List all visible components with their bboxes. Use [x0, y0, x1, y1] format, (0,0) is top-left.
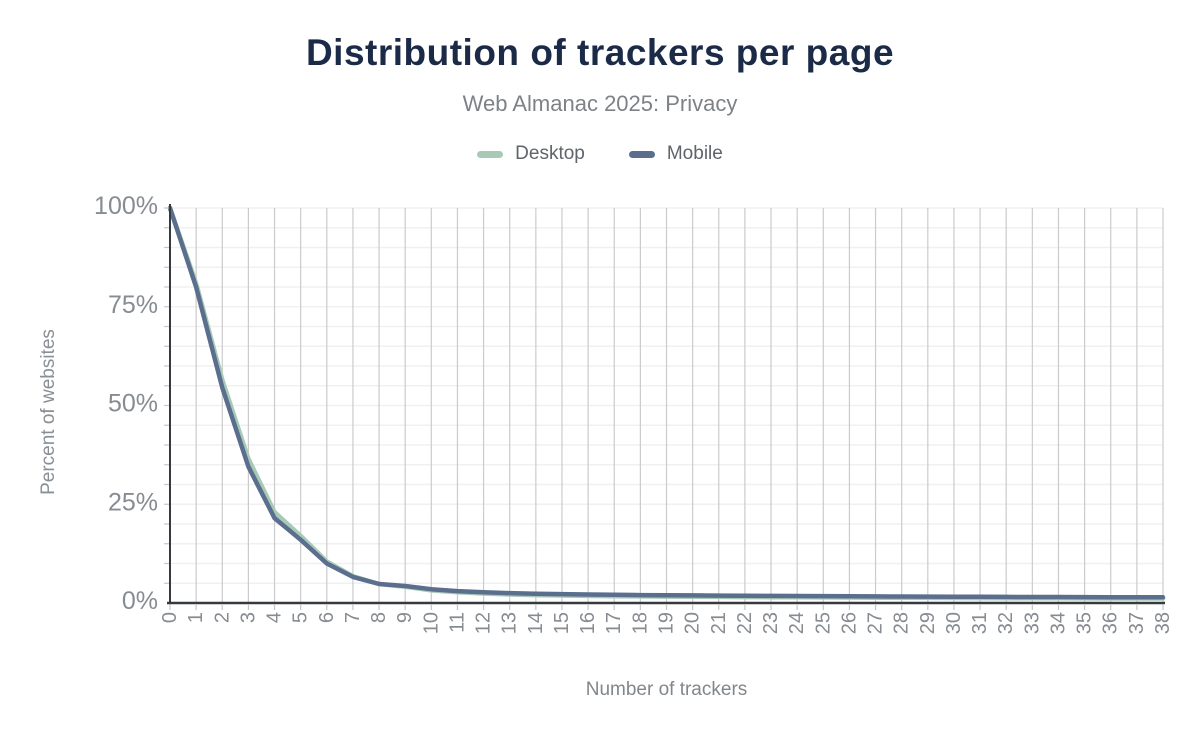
svg-text:32: 32 [995, 612, 1017, 634]
legend-label-mobile: Mobile [666, 143, 723, 164]
svg-text:3: 3 [237, 612, 259, 623]
svg-text:35: 35 [1074, 612, 1096, 634]
svg-text:28: 28 [891, 612, 913, 634]
svg-text:0: 0 [159, 612, 181, 623]
svg-text:4: 4 [264, 612, 286, 623]
chart-title: Distribution of trackers per page [305, 32, 895, 73]
svg-text:22: 22 [734, 612, 756, 634]
desktop-series-swatch [477, 150, 504, 158]
svg-text:25: 25 [812, 612, 834, 634]
legend: Desktop Mobile [0, 143, 1200, 165]
svg-text:1: 1 [185, 612, 207, 623]
x-axis-title: Number of trackers [585, 679, 748, 700]
svg-text:16: 16 [577, 612, 599, 634]
svg-text:18: 18 [629, 612, 651, 634]
svg-text:25%: 25% [108, 488, 158, 516]
svg-text:34: 34 [1047, 612, 1069, 634]
svg-text:100%: 100% [94, 192, 158, 220]
legend-item-mobile[interactable]: Mobile [628, 143, 723, 165]
legend-label-desktop: Desktop [515, 143, 585, 164]
svg-text:30: 30 [943, 612, 965, 634]
svg-text:75%: 75% [108, 291, 158, 319]
mobile-series-swatch [628, 150, 655, 158]
tick-marks [164, 207, 1164, 610]
svg-text:50%: 50% [108, 390, 158, 418]
svg-text:20: 20 [682, 612, 704, 634]
svg-text:31: 31 [969, 612, 991, 634]
y-axis-tick-labels: 0% 25% 50% 75% 100% [94, 192, 158, 615]
svg-text:14: 14 [525, 612, 547, 634]
svg-text:0%: 0% [122, 587, 158, 615]
svg-text:26: 26 [838, 612, 860, 634]
svg-text:23: 23 [760, 612, 782, 634]
svg-text:36: 36 [1100, 612, 1122, 634]
svg-text:29: 29 [917, 612, 939, 634]
svg-text:5: 5 [290, 612, 312, 623]
svg-text:33: 33 [1021, 612, 1043, 634]
svg-text:17: 17 [603, 612, 625, 634]
svg-text:6: 6 [316, 612, 338, 623]
mobile-series-line[interactable] [167, 205, 1166, 600]
svg-text:9: 9 [394, 612, 416, 623]
svg-text:21: 21 [708, 612, 730, 634]
svg-text:2: 2 [211, 612, 233, 623]
svg-text:8: 8 [368, 612, 390, 623]
svg-text:7: 7 [342, 612, 364, 623]
svg-text:24: 24 [786, 612, 808, 634]
svg-text:13: 13 [499, 612, 521, 634]
y-axis-title: Percent of websites [38, 329, 59, 495]
svg-text:27: 27 [865, 612, 887, 634]
svg-text:11: 11 [446, 612, 468, 633]
legend-item-desktop[interactable]: Desktop [477, 143, 585, 165]
chart-subtitle: Web Almanac 2025: Privacy [462, 91, 738, 116]
svg-text:19: 19 [656, 612, 678, 634]
svg-text:38: 38 [1152, 612, 1174, 634]
svg-text:15: 15 [551, 612, 573, 634]
x-axis-tick-labels: 0 1 2 3 4 5 6 7 8 9 10 11 12 13 14 15 16 17 18 19 20 21 22 23 24… [159, 612, 1174, 634]
svg-text:12: 12 [473, 612, 495, 634]
svg-text:37: 37 [1126, 612, 1148, 634]
svg-text:10: 10 [420, 612, 442, 634]
